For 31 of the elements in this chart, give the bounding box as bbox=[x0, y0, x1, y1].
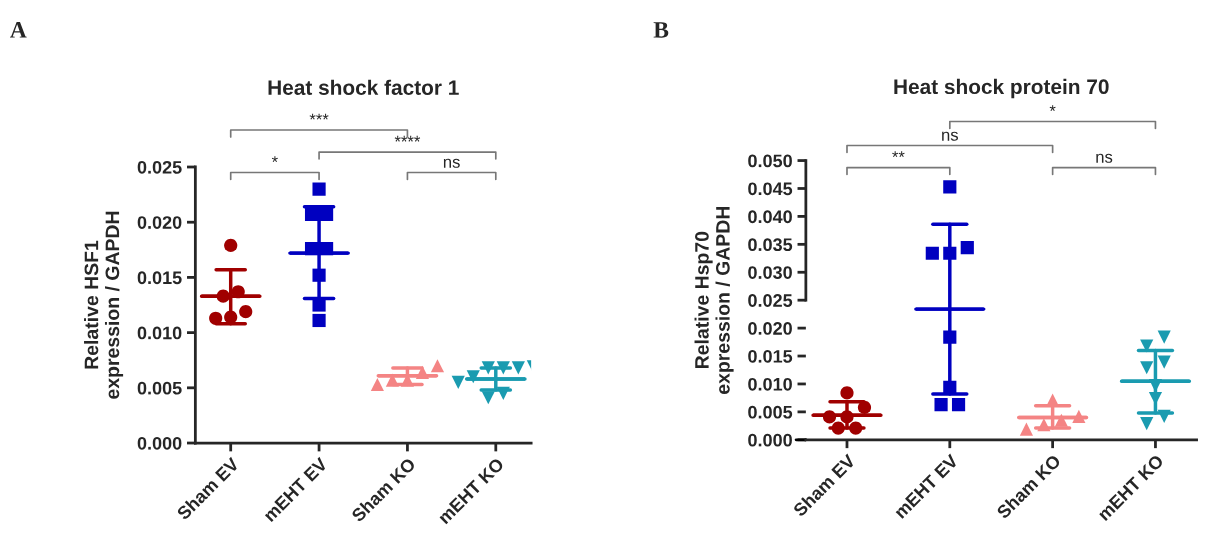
text: * bbox=[1049, 105, 1056, 111]
y-tick-label: 0.035 bbox=[748, 238, 793, 252]
text: *** bbox=[309, 113, 329, 120]
y-tick-label: 0.000 bbox=[137, 436, 182, 450]
y-tick-label: 0.005 bbox=[137, 381, 182, 395]
chart-title: Heat shock protein 70 bbox=[894, 78, 1109, 99]
annotation: ns bbox=[443, 158, 460, 168]
y-tick-label: 0.045 bbox=[748, 182, 793, 196]
text: A bbox=[10, 22, 27, 38]
y-tick-label: 0.040 bbox=[748, 210, 792, 224]
y-tick-label: 0.010 bbox=[137, 326, 182, 340]
y-tick-label: 0.050 bbox=[748, 154, 792, 168]
y-tick-label: 0.015 bbox=[137, 271, 182, 285]
y-tick-label: 0.020 bbox=[748, 322, 792, 335]
text: * bbox=[271, 156, 278, 163]
text: ns bbox=[942, 131, 959, 141]
y-tick-label: 0.005 bbox=[748, 405, 793, 419]
y-tick-label: 0.020 bbox=[137, 216, 182, 229]
y-tick-label: 0.000 bbox=[748, 433, 792, 447]
text: **** bbox=[394, 135, 421, 142]
y-axis-title: Relative Hsp70 expression / GAPDH bbox=[694, 206, 734, 394]
y-tick-label: 0.015 bbox=[748, 349, 793, 363]
y-tick-label: 0.025 bbox=[137, 160, 182, 174]
y-tick-label: 0.025 bbox=[748, 294, 793, 307]
text: ** bbox=[892, 151, 905, 158]
y-axis-title: Relative HSF1 expression / GAPDH bbox=[84, 211, 124, 399]
annotation: ns bbox=[1096, 153, 1113, 163]
y-tick-label: 0.010 bbox=[748, 377, 792, 391]
chart-title: Heat shock factor 1 bbox=[268, 79, 459, 95]
text: B bbox=[653, 22, 669, 38]
y-tick-label: 0.030 bbox=[748, 266, 792, 279]
